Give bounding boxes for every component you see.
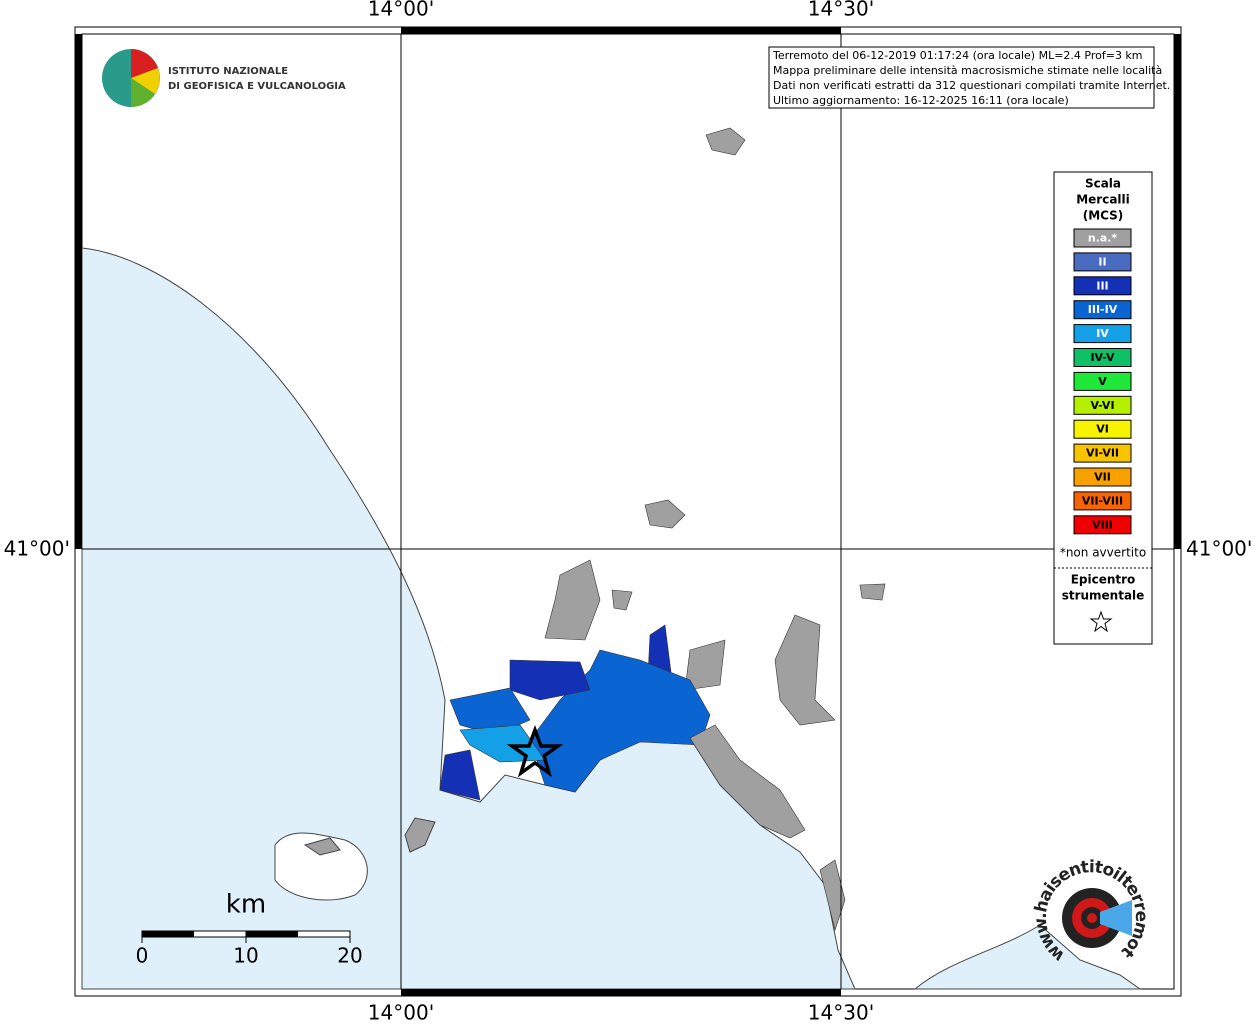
scale-label: 20 [337,944,362,968]
legend-label: VIII [1092,518,1113,531]
legend-title: Mercalli [1076,193,1130,207]
legend-label: VI [1096,423,1109,436]
legend-swatch [1073,348,1132,367]
info-line: Ultimo aggiornamento: 16-12-2025 16:11 (… [773,94,1069,107]
logo-text: ISTITUTO NAZIONALE [168,66,288,77]
island [274,832,368,901]
legend-swatch [1073,228,1132,248]
legend-label: II [1098,255,1106,268]
legend-epicentre: Epicentro [1071,573,1136,587]
lat-label: 41°00' [4,537,70,561]
legend-swatch [1073,515,1132,535]
legend-title: (MCS) [1083,209,1124,223]
info-line: Terremoto del 06-12-2019 01:17:24 (ora l… [772,49,1143,62]
legend-swatch [1073,300,1132,320]
scale-label: 0 [136,944,149,968]
legend-note: *non avvertito [1060,546,1146,560]
legend-star [1089,610,1113,633]
legend-swatch [1073,371,1132,391]
ingv-logo: ISTITUTO NAZIONALE DI GEOFISICA E VULCAN… [102,49,346,107]
info-line: Mappa preliminare delle intensità macros… [773,64,1162,77]
lon-label: 14°30' [808,1001,874,1025]
legend-label: n.a.* [1088,232,1118,245]
scale-label: 10 [233,944,258,968]
info-box [768,46,1155,109]
legend-swatch [1073,491,1132,511]
legend-swatch [1073,276,1132,296]
legend-label: V [1098,375,1107,388]
graticule [75,27,1181,996]
legend-label: VII-VIII [1082,494,1123,507]
municipalities [439,127,886,932]
legend-epicentre: strumentale [1062,589,1145,603]
legend-label: IV-V [1090,351,1115,364]
legend-label: III [1096,279,1108,292]
scale-unit: km [226,890,266,920]
logo-text: DI GEOFISICA E VULCANOLOGIA [168,81,346,92]
municipality [303,837,341,856]
legend-label: V-VI [1090,399,1114,412]
island [404,817,436,853]
epicentre [506,725,564,778]
legend-swatch [1073,252,1132,272]
legend-swatch [1073,443,1132,463]
info-line: Dati non verificati estratti da 312 ques… [773,79,1170,92]
lon-label: 14°30' [808,0,874,21]
sea [913,924,1142,990]
lat-label: 41°00' [1186,537,1252,561]
legend-label: VII [1094,471,1111,484]
legend-label: VI-VII [1086,447,1119,460]
legend-swatch [1073,324,1132,344]
legend-swatch [1073,419,1132,439]
lon-label: 14°00' [368,1001,434,1025]
legend-swatch [1073,467,1132,487]
lon-label: 14°00' [368,0,434,21]
legend-label: IV [1096,327,1109,340]
legend-label: III-IV [1088,303,1118,316]
legend-title: Scala [1085,177,1121,191]
legend-swatch [1073,395,1132,415]
